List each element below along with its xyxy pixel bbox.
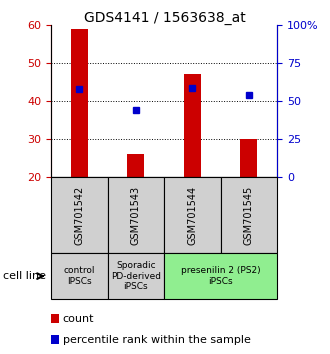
Text: presenilin 2 (PS2)
iPSCs: presenilin 2 (PS2) iPSCs xyxy=(181,267,260,286)
Bar xyxy=(71,29,88,177)
Text: count: count xyxy=(63,314,94,324)
Text: percentile rank within the sample: percentile rank within the sample xyxy=(63,335,250,345)
Bar xyxy=(184,74,201,177)
Text: control
IPSCs: control IPSCs xyxy=(64,267,95,286)
Bar xyxy=(127,154,145,177)
Text: GSM701542: GSM701542 xyxy=(74,185,84,245)
Text: GSM701543: GSM701543 xyxy=(131,185,141,245)
Text: cell line: cell line xyxy=(3,271,46,281)
Text: GSM701544: GSM701544 xyxy=(187,185,197,245)
Text: GSM701545: GSM701545 xyxy=(244,185,254,245)
Text: Sporadic
PD-derived
iPSCs: Sporadic PD-derived iPSCs xyxy=(111,261,161,291)
Text: GDS4141 / 1563638_at: GDS4141 / 1563638_at xyxy=(84,11,246,25)
Bar xyxy=(241,139,257,177)
